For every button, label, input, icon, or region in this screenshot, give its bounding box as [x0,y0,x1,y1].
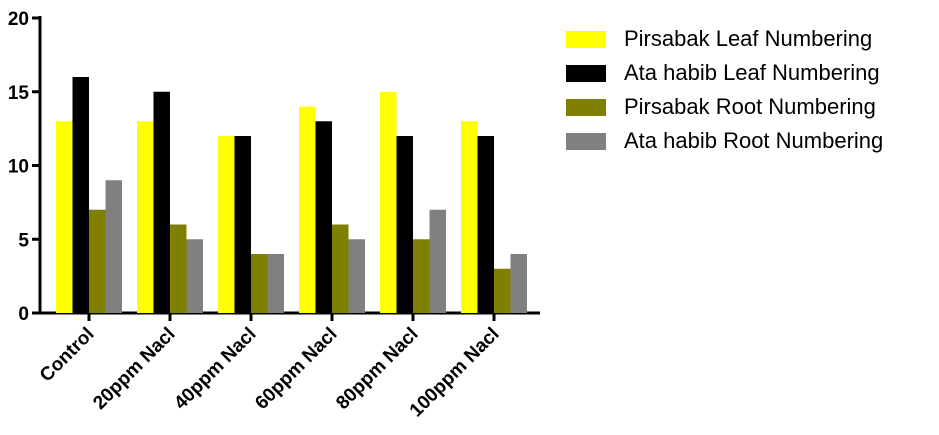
legend-swatch [566,30,606,48]
bar-ata-habib-root-numbering-5 [510,254,527,313]
y-tick-label: 10 [8,157,29,178]
x-tick-label: 40ppm Nacl [170,324,260,414]
bar-ata-habib-root-numbering-0 [105,180,122,313]
bar-pirsabak-leaf-numbering-0 [56,121,73,313]
legend-label: Pirsabak Leaf Numbering [624,26,873,51]
bar-pirsabak-root-numbering-1 [170,224,187,313]
x-tick-label: Control [36,324,99,387]
y-tick-label: 5 [18,230,29,251]
legend-label: Pirsabak Root Numbering [624,94,876,119]
bar-ata-habib-root-numbering-4 [429,209,446,313]
bar-pirsabak-leaf-numbering-2 [218,136,235,313]
legend-label: Ata habib Root Numbering [624,128,884,153]
bar-pirsabak-leaf-numbering-5 [461,121,478,313]
bar-ata-habib-leaf-numbering-0 [72,77,89,313]
legend-item: Ata habib Root Numbering [566,124,883,158]
y-tick-label: 20 [8,9,29,30]
bar-ata-habib-leaf-numbering-3 [315,121,332,313]
bar-pirsabak-root-numbering-5 [494,268,511,313]
bar-ata-habib-leaf-numbering-1 [153,91,170,313]
legend-swatch [566,98,606,116]
legend: Pirsabak Leaf Numbering Ata habib Leaf Nu… [566,22,883,158]
bar-ata-habib-leaf-numbering-2 [234,136,251,313]
bar-ata-habib-root-numbering-1 [186,239,203,313]
y-tick-label: 15 [8,83,30,104]
legend-item: Ata habib Leaf Numbering [566,56,883,90]
bar-ata-habib-root-numbering-3 [348,239,365,313]
legend-swatch [566,64,606,82]
x-tick-label: 60ppm Nacl [251,324,341,414]
bar-pirsabak-leaf-numbering-3 [299,106,316,313]
x-tick-label: 20ppm Nacl [89,324,179,414]
bar-pirsabak-root-numbering-2 [251,254,268,313]
bar-pirsabak-root-numbering-0 [89,209,106,313]
legend-swatch [566,132,606,150]
y-axis: 0 5 10 15 20 [8,9,42,325]
x-tick-label: 80ppm Nacl [332,324,422,414]
bar-pirsabak-root-numbering-3 [332,224,349,313]
legend-item: Pirsabak Root Numbering [566,90,883,124]
bar-pirsabak-root-numbering-4 [413,239,430,313]
bar-pirsabak-leaf-numbering-1 [137,121,154,313]
bar-ata-habib-leaf-numbering-5 [477,136,494,313]
bars [56,77,527,313]
bar-ata-habib-root-numbering-2 [267,254,284,313]
bar-pirsabak-leaf-numbering-4 [380,91,397,313]
y-tick-label: 0 [18,304,29,325]
legend-item: Pirsabak Leaf Numbering [566,22,883,56]
legend-label: Ata habib Leaf Numbering [624,60,880,85]
bar-ata-habib-leaf-numbering-4 [396,136,413,313]
